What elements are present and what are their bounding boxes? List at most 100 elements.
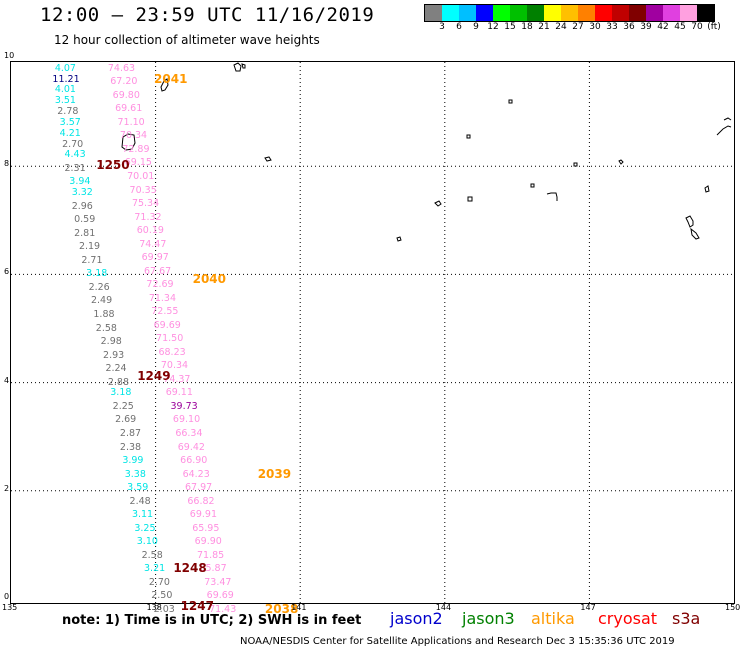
color-swatch — [459, 5, 476, 21]
island-outline — [573, 162, 578, 167]
wave-height-label: 2.87 — [119, 427, 142, 439]
pass-number-label: 1249 — [137, 369, 171, 384]
wave-height-label: 4.07 — [54, 62, 76, 74]
wave-height-label: 2.70 — [148, 576, 170, 588]
x-tick-label: 135 — [2, 603, 18, 612]
island-outline — [233, 62, 246, 72]
wave-height-label: 65.95 — [192, 522, 220, 534]
island-outline — [396, 236, 402, 242]
wave-height-label: 72.89 — [122, 143, 150, 155]
wave-height-label: 39.73 — [170, 400, 198, 412]
island-outline — [264, 156, 272, 162]
wave-height-label: 2.50 — [151, 590, 173, 602]
color-scale-label: 30 — [589, 22, 601, 32]
wave-height-label: 3.11 — [131, 509, 154, 521]
wave-height-label: 69.11 — [165, 387, 193, 399]
wave-height-label: 69.69 — [206, 590, 234, 602]
color-swatch — [612, 5, 629, 21]
wave-height-label: 74.47 — [139, 238, 167, 250]
wave-height-label: 74.37 — [163, 373, 191, 385]
wave-height-label: 69.80 — [112, 89, 140, 101]
island-outline — [467, 196, 473, 202]
color-scale-label: 3 — [439, 22, 445, 32]
page-title: 12:00 – 23:59 UTC 11/16/2019 — [40, 4, 375, 26]
island-outline — [466, 134, 471, 139]
color-scale-label: 39 — [640, 22, 652, 32]
color-scale-label: 18 — [521, 22, 533, 32]
wave-height-label: 3.59 — [127, 482, 149, 494]
wave-height-label: 11.21 — [52, 73, 80, 85]
wave-height-label: 2.58 — [95, 322, 117, 334]
pass-number-label: 1247 — [180, 599, 214, 614]
color-scale-label: 33 — [606, 22, 618, 32]
wave-height-label: 71.50 — [156, 333, 184, 345]
wave-height-label: 2.38 — [119, 441, 142, 453]
wave-height-label: 2.19 — [78, 241, 101, 253]
color-scale-label: 12 — [487, 22, 499, 32]
y-tick-label: 2 — [4, 483, 10, 493]
wave-height-label: 69.10 — [172, 414, 201, 426]
color-swatch — [527, 5, 544, 21]
pass-number-label: 2039 — [257, 466, 292, 481]
wave-height-label: 3.38 — [124, 468, 146, 480]
wave-height-label: 2.25 — [112, 400, 134, 412]
wave-height-label: 3.10 — [136, 536, 158, 548]
wave-height-label: 68.23 — [158, 346, 186, 358]
wave-height-label: 2.81 — [74, 227, 96, 239]
wave-height-label: 72.69 — [146, 279, 174, 291]
x-tick-label: 147 — [580, 603, 596, 612]
wave-height-label: 3.18 — [86, 268, 108, 280]
island-outline — [530, 183, 535, 188]
page-subtitle: 12 hour collection of altimeter wave hei… — [54, 33, 320, 47]
wave-height-label: 3.51 — [54, 95, 76, 107]
wave-height-label: 69.97 — [141, 252, 169, 264]
color-scale-label: 15 — [504, 22, 516, 32]
pass-number-label: 2038 — [264, 601, 299, 616]
pass-number-label: 1250 — [96, 158, 130, 173]
y-tick-label: 6 — [4, 267, 10, 277]
island-outline — [434, 200, 442, 207]
pass-number-label: 2041 — [154, 71, 188, 86]
legend-item-s3a: s3a — [672, 609, 701, 628]
color-swatch — [646, 5, 663, 21]
wave-height-label: 3.32 — [71, 187, 93, 199]
wave-height-label: 70.34 — [119, 130, 148, 142]
wave-height-label: 3.25 — [134, 522, 156, 534]
wave-height-label: 69.69 — [153, 319, 181, 331]
wave-height-label: 70.35 — [129, 184, 157, 196]
wave-height-label: 69.90 — [194, 536, 222, 548]
wave-height-label: 67.20 — [110, 76, 138, 88]
wave-height-label: 2.71 — [81, 254, 103, 266]
color-scale-label: 24 — [555, 22, 567, 32]
color-scale-label: 9 — [473, 22, 479, 32]
wave-height-label: 64.23 — [182, 468, 210, 480]
footer-credit: NOAA/NESDIS Center for Satellite Applica… — [240, 636, 675, 647]
wave-height-label: 2.24 — [105, 363, 127, 375]
color-swatch — [629, 5, 646, 21]
color-scale-label: 36 — [623, 22, 635, 32]
color-scale-label: 21 — [538, 22, 550, 32]
x-tick-label: 144 — [435, 603, 452, 612]
color-scale-label: 70 — [691, 22, 703, 32]
color-swatch — [680, 5, 697, 21]
color-swatch — [442, 5, 459, 21]
wave-height-label: 2.26 — [88, 281, 110, 293]
wave-height-label: 4.43 — [64, 149, 86, 161]
wave-height-label: 4.21 — [59, 127, 81, 139]
wave-height-label: 2.49 — [90, 295, 113, 307]
wave-height-label: 3.18 — [110, 387, 132, 399]
color-swatch — [663, 5, 680, 21]
wave-height-label: 3.21 — [144, 563, 166, 575]
wave-height-label: 2.96 — [71, 200, 93, 212]
wave-height-label: 65.87 — [199, 563, 227, 575]
wave-height-label: 4.01 — [54, 84, 76, 96]
island-outline — [716, 117, 732, 136]
wave-height-label: 73.47 — [204, 576, 232, 588]
wave-height-label: 66.82 — [187, 495, 215, 507]
wave-height-label: 2.78 — [57, 106, 79, 118]
wave-height-label: 66.90 — [180, 455, 208, 467]
legend-item-jason2: jason2 — [390, 609, 443, 628]
y-tick-label: 0 — [4, 592, 10, 601]
color-scale-label: 6 — [456, 22, 462, 32]
island-outline — [508, 99, 513, 104]
